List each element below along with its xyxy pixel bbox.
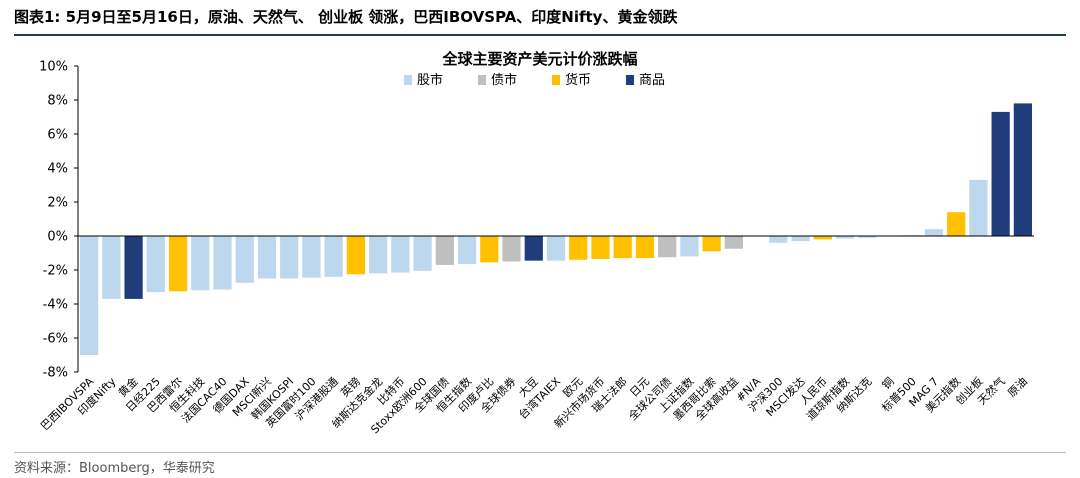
legend-swatch	[404, 75, 412, 85]
bar	[813, 236, 832, 240]
y-tick-label: -6%	[43, 332, 68, 347]
bar	[613, 236, 632, 259]
bar	[457, 236, 477, 265]
chart-legend: 股市 债市 货币 商品	[404, 72, 665, 88]
bar	[791, 236, 810, 242]
figure-footer: 资料来源：Bloomberg，华泰研究	[14, 452, 1066, 476]
bar	[947, 212, 966, 236]
figure-title: 图表1: 5月9日至5月16日，原油、天然气、 创业板 领涨，巴西IBOVSPA…	[14, 8, 678, 26]
legend-swatch	[552, 75, 560, 85]
bar	[835, 236, 855, 239]
footer-rule	[14, 452, 1066, 453]
y-tick-label: 0%	[47, 230, 68, 245]
chart-title: 全球主要资产美元计价涨跌幅	[441, 50, 637, 68]
legend-label: 货币	[565, 72, 591, 88]
y-tick-label: 4%	[47, 162, 68, 177]
bar	[680, 236, 699, 257]
legend-label: 债市	[491, 72, 517, 88]
y-axis: 10% 8% 6% 4% 2% 0% -2% -4% -6% -8%	[39, 60, 79, 381]
y-tick-label: -2%	[43, 264, 68, 279]
bar	[146, 236, 165, 293]
bar	[924, 229, 944, 236]
source-note: 资料来源：Bloomberg，华泰研究	[14, 461, 215, 476]
bar	[524, 236, 543, 261]
bar	[591, 236, 610, 259]
bar	[480, 236, 499, 263]
y-tick-label: -8%	[43, 366, 68, 381]
bar	[391, 236, 410, 273]
bar	[280, 236, 299, 279]
bar	[346, 236, 366, 275]
y-tick-label: 10%	[39, 60, 68, 75]
bar	[702, 236, 721, 252]
bar	[302, 236, 321, 278]
chart-svg: 全球主要资产美元计价涨跌幅 股市 债市 货币 商品 10% 8% 6% 4% 2% 0% -2% -…	[38, 50, 1034, 436]
bar	[1013, 103, 1032, 237]
bar	[435, 236, 454, 265]
bar	[235, 236, 254, 283]
bar	[257, 236, 277, 279]
y-tick-label: 2%	[47, 196, 68, 211]
bar	[102, 236, 121, 299]
bar	[969, 179, 988, 236]
x-tick-label: 原油	[1005, 374, 1030, 399]
y-tick-label: 6%	[47, 128, 68, 143]
legend-label: 股市	[417, 72, 443, 88]
figure-header: 图表1: 5月9日至5月16日，原油、天然气、 创业板 领涨，巴西IBOVSPA…	[14, 6, 1066, 36]
bar	[546, 236, 566, 261]
legend-label: 商品	[639, 73, 665, 88]
y-tick-label: 8%	[47, 94, 68, 109]
x-axis-labels: 巴西IBOVSPA印度Nifty黄金日经225巴西雷尔恒生科技法国CAC40德国…	[38, 374, 1030, 436]
bar	[658, 236, 677, 258]
y-tick-label: -4%	[43, 298, 68, 313]
bar	[635, 236, 655, 259]
bar-series	[78, 103, 1034, 355]
bar-chart: 全球主要资产美元计价涨跌幅 股市 债市 货币 商品 10% 8% 6% 4% 2% 0% -2% -…	[14, 38, 1066, 450]
bar	[724, 236, 743, 249]
bar	[80, 236, 99, 355]
bar	[502, 236, 521, 262]
bar	[369, 236, 388, 274]
legend-swatch	[626, 75, 634, 85]
bar	[569, 236, 588, 260]
bar	[413, 236, 432, 271]
bar	[858, 236, 877, 238]
bar	[324, 236, 343, 277]
bar	[769, 236, 788, 243]
header-rule	[14, 34, 1066, 36]
bar	[191, 236, 210, 291]
bar	[991, 111, 1010, 236]
bar	[168, 236, 188, 292]
legend-swatch	[478, 75, 486, 85]
bar	[124, 236, 143, 299]
bar	[213, 236, 232, 290]
